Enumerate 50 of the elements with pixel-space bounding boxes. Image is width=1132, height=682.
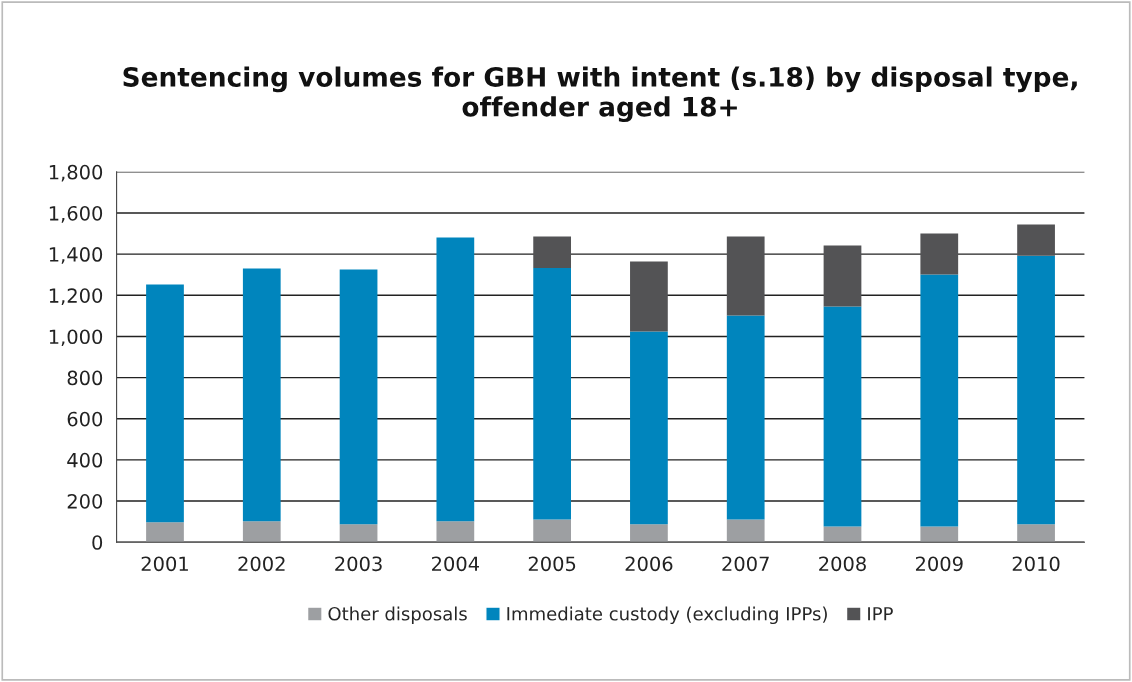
bar xyxy=(920,233,959,275)
bar xyxy=(630,524,668,543)
y-tick-label: 1,000 xyxy=(49,329,103,347)
x-tick-label: 2010 xyxy=(1012,556,1060,572)
bar xyxy=(533,519,572,543)
y-tick-label: 200 xyxy=(67,494,103,509)
bar xyxy=(920,526,959,543)
bar xyxy=(823,306,862,527)
bar xyxy=(1017,255,1055,525)
x-tick-label: 2008 xyxy=(819,556,866,572)
bar xyxy=(339,269,378,525)
x-tick-label: 2006 xyxy=(625,556,673,572)
bar xyxy=(920,274,959,527)
x-tick-label: 2005 xyxy=(528,556,576,572)
x-tick-label: 2004 xyxy=(432,556,479,572)
chart-title: Sentencing volumes for GBH with intent (s.18) by disposal type, offender aged 18+ xyxy=(123,66,1077,122)
bar xyxy=(339,524,378,543)
x-tick-label: 2007 xyxy=(722,556,769,572)
x-tick-label: 2001 xyxy=(141,556,188,572)
y-tick-label: 1,800 xyxy=(49,164,103,182)
y-tick-label: 1,600 xyxy=(49,205,103,223)
bar xyxy=(533,267,572,520)
legend-label: Immediate custody (excluding IPPs) xyxy=(507,606,827,625)
x-tick-label: 2002 xyxy=(238,556,285,572)
x-tick-label: 2009 xyxy=(915,556,963,572)
bar xyxy=(630,261,668,332)
bar xyxy=(146,284,184,523)
y-tick-label: 1,200 xyxy=(49,288,103,305)
y-tick-label: 600 xyxy=(67,411,103,427)
bar xyxy=(823,245,862,307)
bar xyxy=(823,526,862,543)
bar xyxy=(436,521,475,543)
bar xyxy=(146,522,184,543)
bar xyxy=(1017,224,1055,256)
y-tick-label: 800 xyxy=(67,370,103,386)
legend-label: IPP xyxy=(868,607,893,621)
bar xyxy=(533,236,572,268)
bar xyxy=(726,315,765,520)
bar xyxy=(436,237,475,522)
bar xyxy=(242,268,281,522)
bar xyxy=(242,521,281,543)
x-tick-label: 2003 xyxy=(335,556,382,572)
bar xyxy=(630,331,668,525)
bar xyxy=(726,236,765,316)
y-tick-label: 1,400 xyxy=(49,247,103,264)
bar xyxy=(726,519,765,543)
y-tick-label: 400 xyxy=(67,452,103,468)
y-tick-label: 0 xyxy=(92,535,103,550)
legend-label: Other disposals xyxy=(328,606,467,625)
bar xyxy=(1017,524,1055,543)
